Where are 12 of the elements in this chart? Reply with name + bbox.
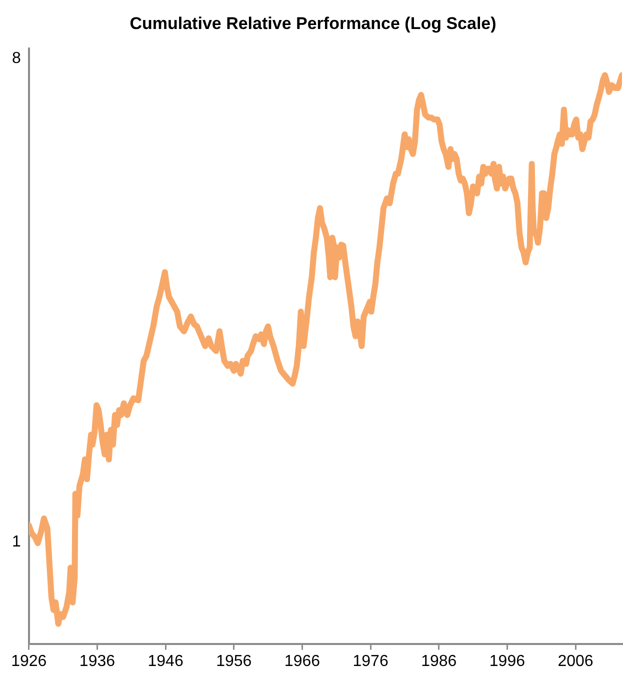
chart-title: Cumulative Relative Performance (Log Scale) xyxy=(130,14,496,33)
x-tick-label: 1936 xyxy=(79,652,116,670)
x-tick-label: 1966 xyxy=(284,652,320,670)
x-tick-label: 1986 xyxy=(421,652,457,670)
y-tick-label: 1 xyxy=(12,534,21,551)
x-tick-label: 1946 xyxy=(148,652,184,670)
x-tick-label: 1956 xyxy=(216,652,252,670)
x-tick-label: 2006 xyxy=(558,652,594,670)
x-tick-label: 1996 xyxy=(489,652,526,670)
x-tick-label: 1976 xyxy=(352,652,388,670)
y-tick-label: 8 xyxy=(12,50,21,67)
x-tick-label: 1926 xyxy=(11,652,47,670)
